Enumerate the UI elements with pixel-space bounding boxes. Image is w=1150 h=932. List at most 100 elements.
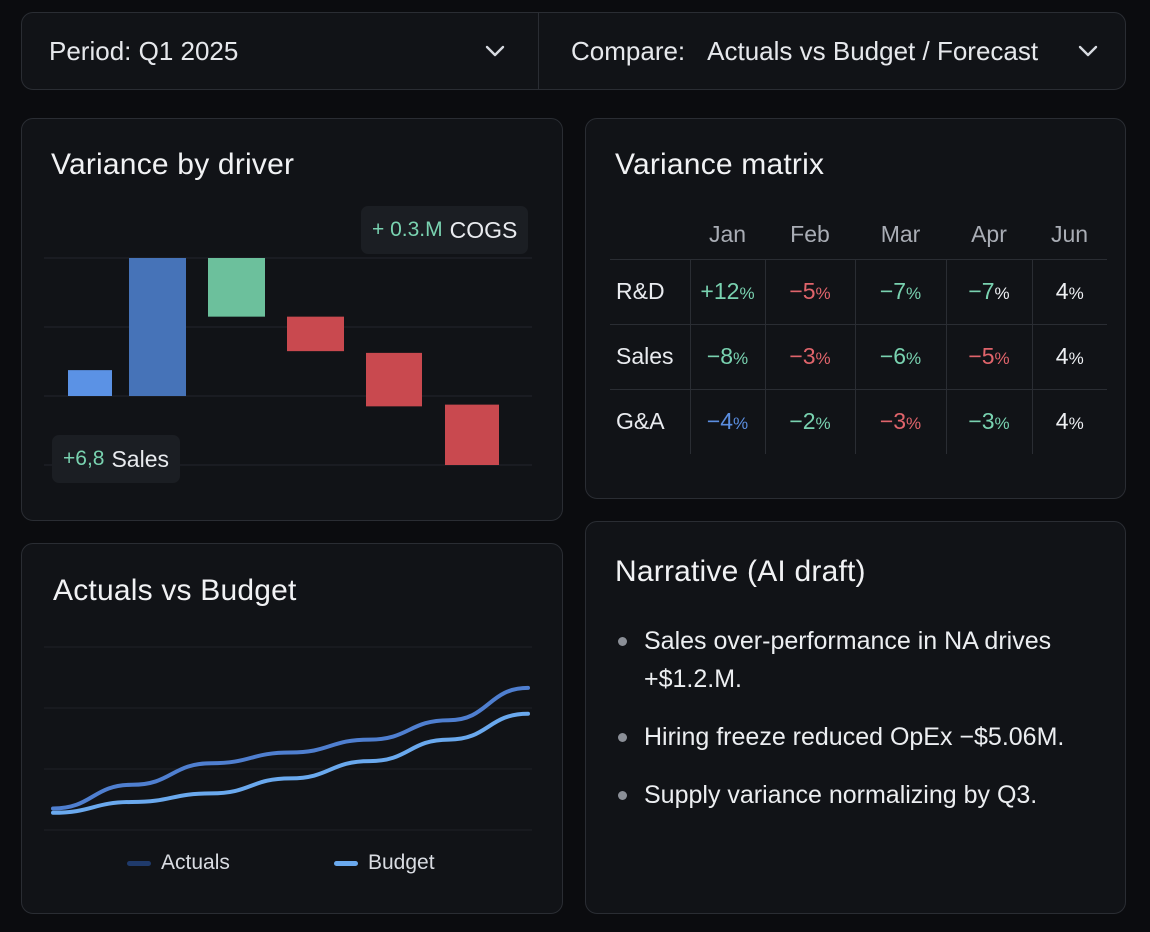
matrix-cell-percent: %	[1068, 349, 1084, 368]
matrix-cell-percent: %	[1068, 284, 1084, 303]
narrative-list: Sales over-performance in NA drives +$1.…	[616, 622, 1106, 834]
cogs-callout-value: + 0.3.M	[372, 218, 443, 241]
matrix-cell-value: −3	[789, 343, 816, 369]
matrix-cell-percent: %	[815, 414, 831, 434]
matrix-cell-percent: %	[906, 349, 922, 368]
compare-value: Actuals vs Budget / Forecast	[707, 35, 1039, 66]
matrix-cell: +12%	[689, 258, 765, 324]
matrix-row-label: G&A	[610, 388, 690, 454]
sales-callout-value: +6,8	[63, 447, 105, 470]
variance-waterfall-chart	[44, 257, 532, 466]
matrix-col-header: Jan	[708, 221, 747, 248]
matrix-cell-percent: %	[906, 414, 922, 434]
matrix-cell: 4%	[1031, 323, 1107, 389]
matrix-corner	[610, 213, 690, 259]
legend-label-budget: Budget	[368, 851, 435, 874]
matrix-cell: −5%	[945, 323, 1032, 389]
driver-chart-title: Variance by driver	[51, 148, 295, 181]
period-dropdown-label: Period: Q1 2025	[49, 35, 239, 66]
compare-label: Compare:	[571, 35, 686, 66]
matrix-col-header: Feb	[790, 221, 830, 248]
narrative-title: Narrative (AI draft)	[615, 555, 866, 588]
matrix-cell-value: −5	[968, 343, 995, 369]
matrix-cell: 4%	[1031, 258, 1107, 324]
legend-budget: Budget	[334, 851, 435, 875]
matrix-cell: −2%	[764, 388, 855, 454]
matrix-cell-percent: %	[1068, 414, 1084, 434]
series-line-actuals	[51, 685, 530, 811]
chevron-down-icon	[1078, 45, 1098, 57]
chevron-down-icon	[485, 45, 505, 57]
variance-matrix-table: Jan Feb Mar Apr Jun R&D +12% −5% −7% −7% 4% Sa…	[610, 213, 1107, 454]
actuals-vs-budget-chart	[44, 646, 532, 831]
narrative-item: Sales over-performance in NA drives +$1.…	[616, 622, 1106, 698]
matrix-cell-percent: %	[815, 349, 831, 368]
waterfall-bar	[68, 370, 112, 396]
matrix-cell-percent: %	[733, 414, 749, 434]
compare-dropdown[interactable]: Compare: Actuals vs Budget / Forecast	[538, 13, 1125, 89]
matrix-row: Sales −8% −3% −6% −5% 4%	[610, 323, 1107, 389]
actuals-vs-budget-card: Actuals vs Budget Actuals Budget	[21, 543, 563, 914]
waterfall-bar	[129, 258, 186, 396]
matrix-cell: −4%	[689, 388, 765, 454]
matrix-col-header: Apr	[971, 221, 1007, 248]
legend-swatch-budget	[334, 860, 358, 866]
matrix-cell: −3%	[945, 388, 1032, 454]
matrix-cell-percent: %	[739, 284, 755, 303]
matrix-cell-percent: %	[733, 349, 749, 368]
matrix-cell-value: 4	[1055, 278, 1069, 304]
matrix-cell-value: −7	[968, 278, 995, 304]
matrix-cell: −5%	[764, 258, 855, 324]
matrix-cell: −6%	[854, 323, 946, 389]
matrix-cell-value: −8	[706, 343, 734, 369]
sales-callout: +6,8 Sales	[52, 435, 181, 483]
matrix-cell: −3%	[854, 388, 946, 454]
cogs-callout-label: COGS	[449, 216, 518, 243]
matrix-cell-value: −5	[789, 278, 816, 304]
matrix-cell-percent: %	[994, 349, 1010, 368]
matrix-row: R&D +12% −5% −7% −7% 4%	[610, 258, 1107, 324]
matrix-cell-value: −3	[968, 408, 995, 435]
waterfall-bar	[287, 316, 344, 352]
waterfall-bar	[366, 352, 422, 407]
matrix-cell: −7%	[945, 258, 1032, 324]
avb-chart-title: Actuals vs Budget	[53, 574, 297, 607]
waterfall-bar	[208, 258, 265, 317]
matrix-cell-percent: %	[815, 284, 831, 303]
matrix-cell-percent: %	[994, 414, 1010, 434]
legend-actuals: Actuals	[127, 851, 230, 875]
matrix-col-header: Jun	[1050, 221, 1089, 248]
series-line-budget	[51, 711, 530, 815]
matrix-row-label: Sales	[610, 323, 690, 389]
matrix-cell: −3%	[764, 323, 855, 389]
cogs-callout: + 0.3.M COGS	[361, 206, 529, 254]
matrix-col-header: Mar	[880, 221, 921, 248]
matrix-cell-value: −3	[879, 408, 907, 435]
matrix-cell-value: 4	[1055, 343, 1069, 369]
matrix-cell-value: −6	[879, 343, 907, 369]
narrative-item: Supply variance normalizing by Q3.	[616, 776, 1106, 814]
narrative-item: Hiring freeze reduced OpEx −$5.06M.	[616, 718, 1106, 756]
filter-bar: Period: Q1 2025 Compare: Actuals vs Budg…	[21, 12, 1126, 90]
matrix-cell-value: 4	[1055, 408, 1069, 435]
matrix-cell: −8%	[689, 323, 765, 389]
matrix-cell-percent: %	[906, 284, 922, 303]
matrix-cell: 4%	[1031, 388, 1107, 454]
matrix-cell-value: −2	[789, 408, 816, 435]
legend-swatch-actuals	[127, 860, 151, 866]
matrix-cell-percent: %	[994, 284, 1010, 303]
matrix-cell-value: −4	[706, 408, 734, 435]
sales-callout-label: Sales	[111, 445, 170, 472]
variance-by-driver-card: Variance by driver + 0.3.M COGS +6,8 Sal…	[21, 118, 563, 521]
matrix-row: G&A −4% −2% −3% −3% 4%	[610, 388, 1107, 454]
variance-matrix-card: Variance matrix Jan Feb Mar Apr Jun R&D +…	[585, 118, 1126, 499]
matrix-cell: −7%	[854, 258, 946, 324]
legend-label-actuals: Actuals	[161, 851, 230, 874]
narrative-card: Narrative (AI draft) Sales over-performa…	[585, 521, 1126, 914]
period-dropdown[interactable]: Period: Q1 2025	[22, 13, 538, 89]
matrix-cell-value: +12	[700, 278, 740, 304]
matrix-cell-value: −7	[879, 278, 907, 304]
matrix-row-label: R&D	[610, 258, 690, 324]
waterfall-bar	[445, 404, 499, 465]
matrix-title: Variance matrix	[615, 148, 825, 181]
